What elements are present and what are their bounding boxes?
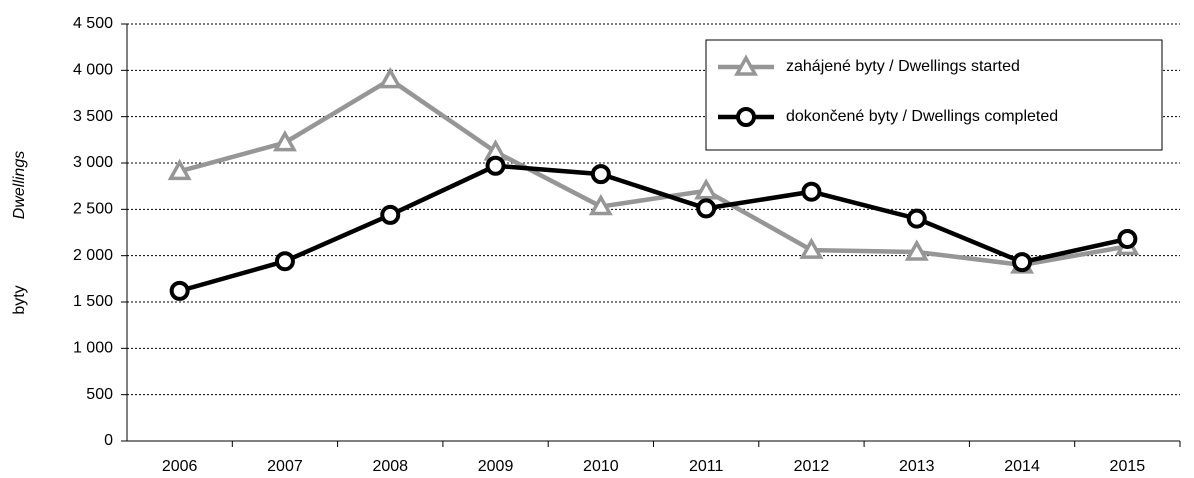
marker bbox=[696, 198, 717, 219]
marker bbox=[485, 155, 506, 176]
x-tick-label: 2007 bbox=[267, 458, 303, 475]
y-tick-label: 3 000 bbox=[73, 154, 113, 171]
x-tick-label: 2012 bbox=[794, 458, 830, 475]
y-tick-label: 0 bbox=[104, 432, 113, 449]
marker bbox=[169, 280, 190, 301]
legend-label: zahájené byty / Dwellings started bbox=[786, 58, 1020, 75]
legend-label: dokončené byty / Dwellings completed bbox=[786, 108, 1058, 125]
series bbox=[169, 155, 1138, 301]
marker bbox=[378, 67, 403, 89]
marker bbox=[1117, 228, 1138, 249]
y-tick-label: 4 000 bbox=[73, 62, 113, 79]
x-tick-label: 2009 bbox=[478, 458, 514, 475]
y-tick-label: 1 000 bbox=[73, 340, 113, 357]
marker bbox=[801, 181, 822, 202]
y-tick-label: 500 bbox=[86, 386, 113, 403]
y-axis-label-en: Dwellings bbox=[11, 151, 28, 219]
marker bbox=[588, 193, 613, 216]
marker bbox=[734, 54, 758, 76]
marker bbox=[904, 239, 929, 261]
legend-box bbox=[705, 39, 1163, 151]
marker bbox=[736, 107, 756, 127]
series bbox=[167, 67, 1140, 274]
y-tick-label: 4 500 bbox=[73, 15, 113, 32]
y-tick-label: 1 500 bbox=[73, 293, 113, 310]
marker bbox=[1012, 252, 1033, 273]
marker bbox=[167, 158, 192, 181]
x-tick-label: 2008 bbox=[372, 458, 408, 475]
marker bbox=[906, 208, 927, 229]
y-tick-label: 3 500 bbox=[73, 108, 113, 125]
x-tick-label: 2011 bbox=[689, 458, 724, 475]
x-tick-label: 2006 bbox=[162, 458, 198, 475]
x-tick-label: 2015 bbox=[1110, 458, 1146, 475]
marker bbox=[694, 178, 719, 200]
x-tick-label: 2014 bbox=[1004, 458, 1040, 475]
x-tick-label: 2013 bbox=[899, 458, 935, 475]
marker bbox=[272, 130, 297, 152]
marker bbox=[590, 164, 611, 185]
marker bbox=[274, 251, 295, 272]
marker bbox=[380, 204, 401, 225]
y-tick-label: 2 000 bbox=[73, 247, 113, 264]
y-tick-label: 2 500 bbox=[73, 201, 113, 218]
series-line bbox=[179, 76, 1128, 268]
y-axis-label: byty bbox=[11, 285, 28, 314]
x-tick-label: 2010 bbox=[583, 458, 619, 475]
series-line bbox=[179, 163, 1128, 294]
marker bbox=[799, 237, 824, 259]
